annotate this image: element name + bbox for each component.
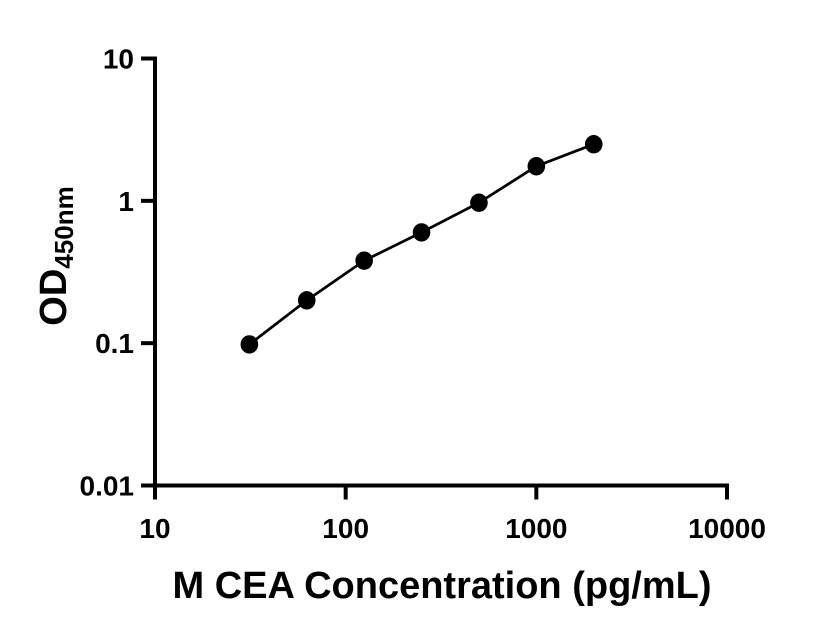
y-axis-title-sub: 450nm (49, 186, 79, 268)
data-point-marker (297, 291, 316, 310)
data-point-marker (355, 251, 373, 270)
y-axis-title-main: OD (33, 269, 75, 326)
y-axis-tick-label: 0.1 (95, 328, 134, 359)
axes (153, 56, 730, 500)
standard-curve-line (248, 142, 595, 346)
y-axis-tick-label: 1 (118, 186, 134, 217)
y-axis-title: OD450nm (33, 186, 79, 325)
x-axis-tick-label: 1000 (505, 513, 567, 544)
tick-labels: 10 100 1000 10000 0.01 0.1 1 10 (80, 44, 766, 544)
x-axis-title: M CEA Concentration (pg/mL) (173, 565, 712, 607)
data-point-marker (584, 135, 603, 154)
data-point-marker (240, 335, 259, 354)
axis-ticks (141, 56, 730, 500)
y-axis-tick-label: 10 (103, 44, 134, 75)
x-axis-tick-label: 10 (139, 513, 170, 544)
x-axis-tick-label: 100 (322, 513, 369, 544)
data-point-marker (470, 193, 488, 212)
data-point-marker (527, 157, 546, 176)
data-series (240, 135, 603, 354)
x-axis-tick-label: 10000 (688, 513, 766, 544)
y-axis-tick-label: 0.01 (80, 471, 135, 502)
data-point-marker (412, 223, 431, 242)
